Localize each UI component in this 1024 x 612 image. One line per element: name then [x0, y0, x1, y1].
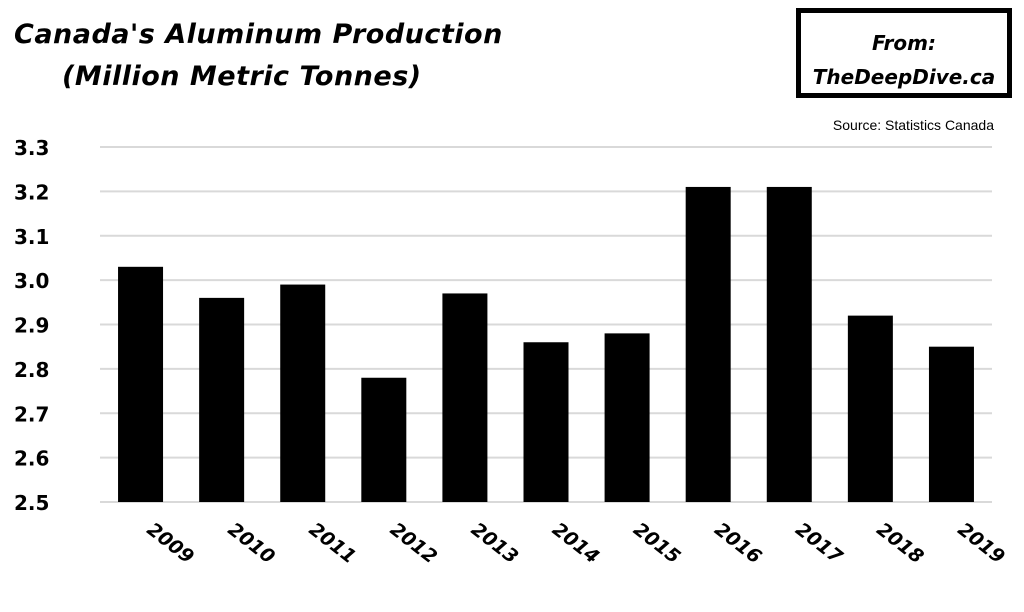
- bar-2014: [523, 342, 569, 502]
- x-tick-label: 2016: [710, 518, 765, 568]
- y-tick-label: 2.8: [14, 358, 49, 382]
- x-tick-label: 2019: [954, 518, 1009, 568]
- y-tick-label: 3.1: [14, 225, 49, 249]
- from-credit-box: From: TheDeepDive.ca: [796, 8, 1012, 98]
- x-tick-label: 2010: [224, 518, 279, 568]
- y-axis-ticks: 2.5 2.6 2.7 2.8 2.9 3.0 3.1 3.2 3.3: [14, 136, 49, 515]
- bar-2009: [118, 266, 164, 502]
- chart-title-line1: Canada's Aluminum Production: [14, 19, 503, 50]
- chart-title-line2: (Million Metric Tonnes): [62, 61, 422, 92]
- bar-2013: [442, 293, 488, 502]
- from-site: TheDeepDive.ca: [812, 65, 996, 89]
- y-tick-label: 2.5: [14, 491, 49, 515]
- y-tick-label: 3.3: [14, 136, 49, 160]
- y-tick-label: 3.2: [14, 180, 49, 204]
- y-tick-label: 2.6: [14, 447, 49, 471]
- bar-2016: [685, 186, 731, 502]
- x-tick-label: 2013: [467, 518, 522, 568]
- bar-2011: [280, 284, 326, 502]
- source-note: Source: Statistics Canada: [832, 117, 994, 133]
- bar-2015: [604, 333, 650, 502]
- x-tick-label: 2011: [305, 518, 360, 568]
- chart-title: Canada's Aluminum Production (Million Me…: [14, 14, 503, 98]
- bar-2019: [928, 346, 974, 502]
- y-tick-label: 2.7: [14, 402, 49, 426]
- x-axis-ticks: 2009 2010 2011 2012 2013 2014 2015 2016 2017 2018…: [143, 518, 1009, 568]
- x-tick-label: 2017: [791, 518, 847, 568]
- y-tick-label: 3.0: [14, 269, 49, 293]
- bar-2018: [847, 315, 893, 502]
- x-tick-label: 2015: [629, 518, 684, 568]
- bar-2012: [361, 377, 407, 502]
- x-tick-label: 2012: [386, 518, 441, 568]
- x-tick-label: 2014: [548, 518, 603, 568]
- from-label: From:: [872, 31, 936, 55]
- bar-2017: [766, 186, 812, 502]
- y-tick-label: 2.9: [14, 314, 49, 338]
- bars: [118, 186, 974, 502]
- x-tick-label: 2009: [143, 518, 198, 568]
- bar-2010: [199, 297, 245, 502]
- x-tick-label: 2018: [872, 518, 927, 568]
